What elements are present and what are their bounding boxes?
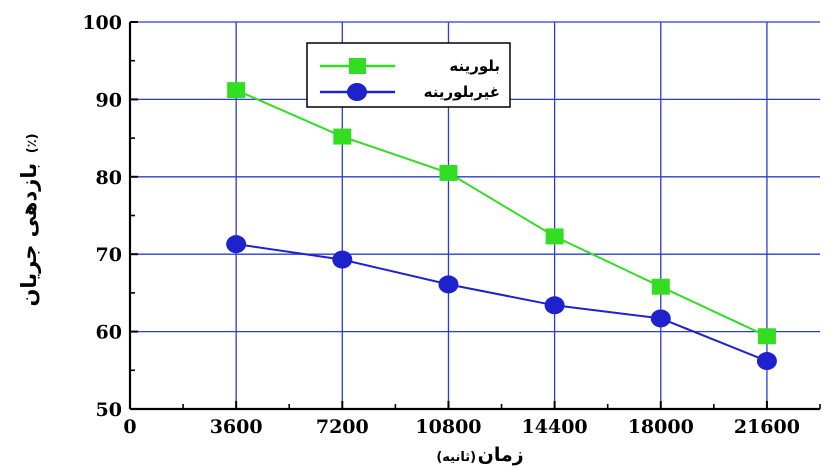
axes	[128, 21, 821, 411]
data-point-square	[757, 328, 776, 345]
data-point-circle	[438, 275, 459, 294]
data-point-circle	[544, 296, 565, 315]
y-tick-label: 80	[96, 167, 122, 189]
legend-label-amorphous: غیربلورینه	[424, 83, 500, 101]
y-tick-label: 50	[96, 399, 122, 421]
x-tick-label: 7200	[316, 416, 369, 438]
y-tick-label: 60	[96, 322, 122, 344]
data-point-square	[333, 128, 352, 145]
x-axis-title-label: زمان	[478, 444, 524, 466]
series	[226, 82, 777, 371]
x-tick-label: 0	[123, 416, 136, 438]
tick-labels: 50 60 70 80 90 100 0 3600 7200 10800 14400 18000 216…	[82, 12, 800, 438]
data-point-square	[651, 278, 670, 295]
x-tick-label: 21600	[734, 416, 800, 438]
x-axis-title: زمان (ثانیه)	[436, 444, 523, 466]
x-axis-title-unit: (ثانیه)	[436, 450, 476, 465]
x-tick-label: 10800	[415, 416, 481, 438]
x-tick-label: 14400	[522, 416, 588, 438]
legend: بلورینه غیربلورینه	[306, 42, 511, 108]
data-point-circle	[332, 250, 353, 269]
series-line-1	[236, 243, 768, 362]
x-tick-label: 18000	[628, 416, 694, 438]
data-point-square	[439, 164, 458, 181]
y-tick-label: 70	[96, 244, 122, 266]
y-tick-label: 100	[82, 12, 122, 34]
legend-marker-crystalline	[349, 58, 366, 74]
x-tick-label: 3600	[210, 416, 263, 438]
data-point-circle	[756, 352, 777, 371]
y-tick-label: 90	[96, 89, 122, 111]
data-point-circle	[226, 235, 247, 254]
y-axis-title-unit: (٪)	[25, 133, 40, 153]
data-point-square	[545, 228, 564, 245]
legend-label-crystalline: بلورینه	[449, 57, 500, 75]
series-line-0	[235, 89, 768, 338]
y-axis-title-label: بازدهی جریان	[17, 163, 41, 307]
legend-marker-amorphous	[347, 83, 367, 101]
y-axis-title: بازدهی جریان (٪)	[17, 133, 41, 306]
legend-box	[306, 42, 511, 108]
data-point-circle	[650, 309, 671, 328]
data-point-square	[227, 82, 246, 99]
